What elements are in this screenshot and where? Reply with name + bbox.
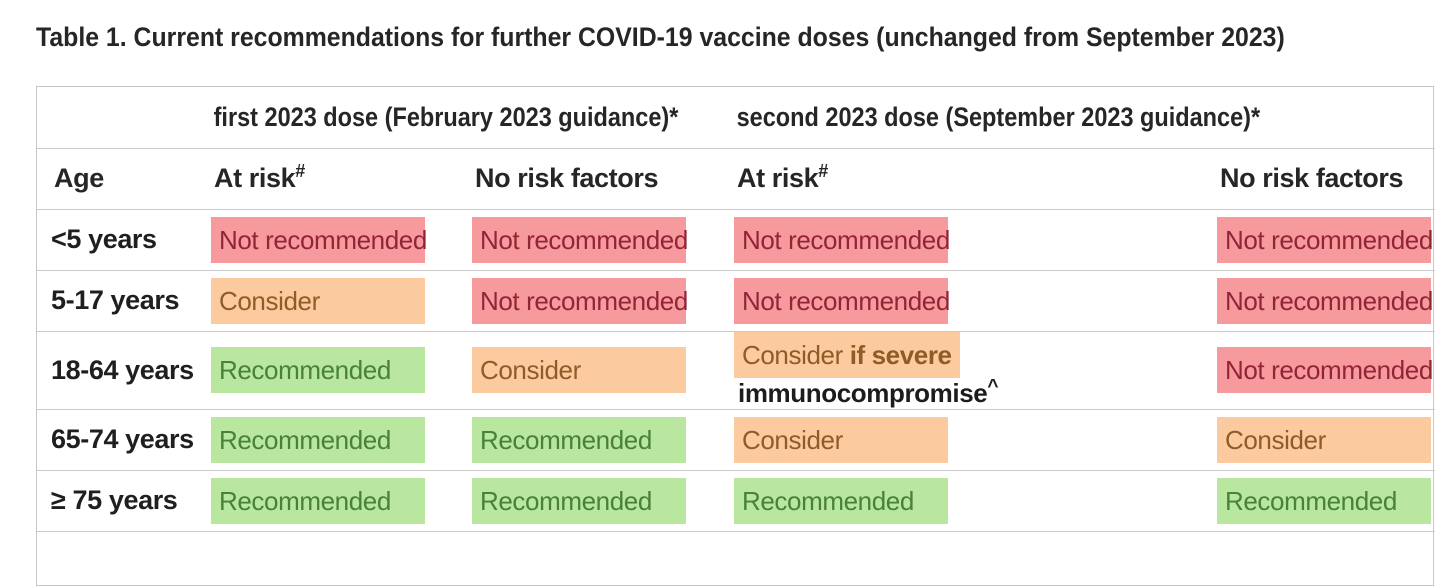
group-header-first-dose: first 2023 dose (February 2023 guidance)… (211, 87, 734, 148)
age-label: 5-17 years (51, 285, 180, 315)
cell: Recommended (472, 470, 734, 531)
table-row: ≥ 75 years Recommended Recommended Recom… (37, 470, 1435, 531)
recommendation-badge: Recommended (472, 477, 686, 524)
cell: Consider (1217, 409, 1435, 470)
age-cell: 18-64 years (37, 331, 211, 409)
recommendation-badge: Consider (472, 347, 686, 393)
cell: Recommended (472, 409, 734, 470)
age-label: ≥ 75 years (51, 485, 178, 515)
recommendation-badge: Consider if severe (734, 331, 960, 378)
cell-consider-if-severe: Consider if severeimmunocompromise^ (734, 331, 1217, 409)
column-header-at-risk-1: At risk# (211, 148, 472, 209)
age-label: 18-64 years (51, 354, 194, 385)
cell: Consider (734, 409, 1217, 470)
recommendation-badge: Not recommended (1217, 277, 1433, 324)
recommendation-badge: Consider (211, 277, 425, 324)
cell: Recommended (211, 331, 472, 409)
cell: Not recommended (211, 209, 472, 270)
recommendation-badge: Consider (734, 416, 948, 463)
recommendation-badge: Recommended (211, 416, 425, 463)
cell: Not recommended (734, 209, 1217, 270)
consider-text: Consider (742, 339, 850, 370)
table-row: 5-17 years Consider Not recommended Not … (37, 270, 1435, 331)
caret-footnote-marker: ^ (987, 375, 999, 397)
recommendations-table: first 2023 dose (February 2023 guidance)… (36, 86, 1435, 586)
age-cell: 65-74 years (37, 409, 211, 470)
table-row: 65-74 years Recommended Recommended Cons… (37, 409, 1435, 470)
cell: Consider (211, 270, 472, 331)
recommendation-badge: Not recommended (1217, 347, 1433, 393)
recommendation-badge: Recommended (734, 477, 948, 524)
recommendation-badge: Consider (1217, 416, 1431, 463)
age-label: 65-74 years (51, 424, 194, 454)
cell: Not recommended (1217, 331, 1435, 409)
group-header-second-dose: second 2023 dose (September 2023 guidanc… (734, 87, 1435, 148)
recommendation-badge: Not recommended (472, 216, 688, 263)
cell: Not recommended (1217, 209, 1435, 270)
cell: Not recommended (734, 270, 1217, 331)
empty-cell (37, 531, 1435, 573)
column-header-age-label: Age (54, 163, 104, 193)
column-header-no-risk-1: No risk factors (472, 148, 734, 209)
age-cell: ≥ 75 years (37, 470, 211, 531)
cell: Recommended (734, 470, 1217, 531)
cell: Not recommended (472, 270, 734, 331)
cell: Recommended (1217, 470, 1435, 531)
at-risk-footnote-marker: # (295, 161, 305, 181)
column-header-row: Age At risk# No risk factors At risk# No… (37, 148, 1435, 209)
group-header-row: first 2023 dose (February 2023 guidance)… (37, 87, 1435, 148)
no-risk-label: No risk factors (475, 163, 659, 193)
recommendation-badge: Not recommended (211, 216, 427, 263)
cell: Recommended (211, 409, 472, 470)
recommendation-badge: Not recommended (734, 216, 950, 263)
recommendation-badge: Not recommended (1217, 216, 1433, 263)
column-header-no-risk-2: No risk factors (1217, 148, 1435, 209)
empty-corner-cell (37, 87, 211, 148)
age-label: <5 years (51, 224, 157, 254)
age-cell: <5 years (37, 209, 211, 270)
cell: Consider (472, 331, 734, 409)
group-header-second-dose-label: second 2023 dose (September 2023 guidanc… (736, 101, 1261, 132)
no-risk-label: No risk factors (1220, 163, 1404, 193)
table-row: 18-64 years Recommended Consider Conside… (37, 331, 1435, 409)
table-row: <5 years Not recommended Not recommended… (37, 209, 1435, 270)
cell: Not recommended (472, 209, 734, 270)
at-risk-label: At risk (737, 163, 819, 193)
table-row-partial (37, 531, 1435, 573)
group-header-first-dose-label: first 2023 dose (February 2023 guidance)… (213, 101, 679, 132)
recommendation-badge: Recommended (211, 477, 425, 524)
if-severe-text: if severe (849, 339, 952, 370)
recommendation-badge: Recommended (472, 416, 686, 463)
immunocompromise-text: immunocompromise^ (738, 375, 999, 408)
column-header-age: Age (37, 148, 211, 209)
recommendation-badge: Not recommended (734, 277, 950, 324)
cell: Not recommended (1217, 270, 1435, 331)
page-title: Table 1. Current recommendations for fur… (36, 22, 1285, 53)
at-risk-footnote-marker: # (818, 161, 828, 181)
cell: Recommended (211, 470, 472, 531)
recommendation-badge: Recommended (1217, 477, 1431, 524)
at-risk-label: At risk (214, 163, 296, 193)
age-cell: 5-17 years (37, 270, 211, 331)
column-header-at-risk-2: At risk# (734, 148, 1217, 209)
recommendation-badge: Recommended (211, 347, 425, 393)
recommendation-badge: Not recommended (472, 277, 688, 324)
